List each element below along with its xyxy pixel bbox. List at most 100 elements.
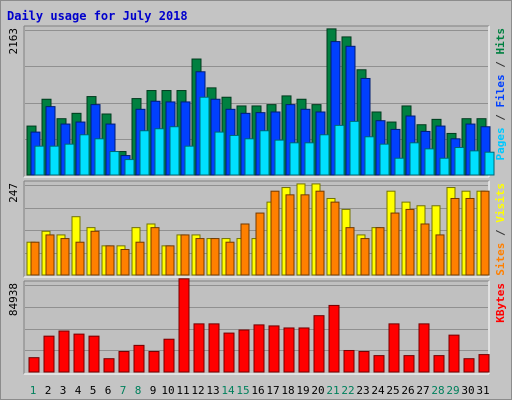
panel-kbytes: 84938 KBytes bbox=[7, 278, 507, 375]
legend-entry: Sites bbox=[494, 243, 507, 276]
bar-pages-day-18 bbox=[289, 142, 300, 176]
x-tick-label: 3 bbox=[60, 384, 67, 397]
legend-entry: / bbox=[494, 223, 507, 243]
bar-sites-day-10 bbox=[165, 245, 175, 276]
x-tick-label: 14 bbox=[221, 384, 235, 397]
x-tick-label: 6 bbox=[105, 384, 112, 397]
chart-title: Daily usage for July 2018 bbox=[7, 9, 188, 23]
bar-sites-day-29 bbox=[450, 197, 460, 276]
bar-sites-day-7 bbox=[120, 248, 130, 276]
x-tick-label: 15 bbox=[236, 384, 249, 397]
x-tick-label: 12 bbox=[191, 384, 204, 397]
bar-sites-day-14 bbox=[225, 241, 235, 276]
bar-kbytes-day-14 bbox=[223, 332, 235, 373]
bar-kbytes-day-7 bbox=[118, 351, 130, 373]
bar-pages-day-16 bbox=[259, 130, 270, 176]
x-tick-label: 13 bbox=[206, 384, 219, 397]
panel-hits-files-pages: 2163 Pages / Files / Hits bbox=[7, 25, 507, 178]
bar-kbytes-day-8 bbox=[133, 344, 145, 373]
x-tick-label: 26 bbox=[401, 384, 414, 397]
bar-sites-day-17 bbox=[270, 190, 280, 276]
bar-pages-day-11 bbox=[184, 145, 195, 176]
bar-pages-day-25 bbox=[394, 157, 405, 176]
x-tick-label: 17 bbox=[266, 384, 279, 397]
bar-kbytes-day-26 bbox=[403, 355, 415, 373]
y-max-label: 84938 bbox=[7, 283, 20, 316]
bar-pages-day-29 bbox=[454, 147, 465, 176]
bar-pages-day-19 bbox=[304, 142, 315, 176]
bar-sites-day-31 bbox=[480, 190, 490, 276]
bar-pages-day-10 bbox=[169, 126, 180, 176]
x-tick-label: 1 bbox=[30, 384, 37, 397]
bar-pages-day-17 bbox=[274, 139, 285, 176]
bar-kbytes-day-1 bbox=[28, 357, 40, 373]
bar-kbytes-day-28 bbox=[433, 355, 445, 373]
bar-sites-day-23 bbox=[360, 238, 370, 276]
series-kbytes bbox=[28, 278, 490, 373]
x-tick-label: 29 bbox=[446, 384, 459, 397]
bar-sites-day-24 bbox=[375, 227, 385, 276]
series-pages bbox=[34, 96, 495, 176]
x-tick-label: 4 bbox=[75, 384, 82, 397]
bar-kbytes-day-24 bbox=[373, 355, 385, 373]
x-tick-label: 8 bbox=[135, 384, 142, 397]
legend-entry: Pages bbox=[494, 127, 507, 160]
bar-kbytes-day-16 bbox=[253, 324, 265, 373]
x-tick-label: 10 bbox=[161, 384, 174, 397]
bar-sites-day-25 bbox=[390, 212, 400, 276]
x-tick-label: 5 bbox=[90, 384, 97, 397]
bar-pages-day-3 bbox=[64, 143, 75, 176]
bar-kbytes-day-3 bbox=[58, 330, 70, 373]
legend-entry: Files bbox=[494, 74, 507, 107]
bar-sites-day-18 bbox=[285, 194, 295, 276]
bar-kbytes-day-29 bbox=[448, 334, 460, 373]
bar-kbytes-day-17 bbox=[268, 325, 280, 373]
legend-entry: Visits bbox=[494, 183, 507, 223]
bar-pages-day-31 bbox=[484, 151, 495, 176]
bar-pages-day-28 bbox=[439, 157, 450, 176]
bar-pages-day-20 bbox=[319, 134, 330, 176]
bar-pages-day-7 bbox=[124, 159, 135, 176]
bar-sites-day-11 bbox=[180, 234, 190, 276]
bar-sites-day-13 bbox=[210, 238, 220, 276]
bar-sites-day-6 bbox=[105, 245, 115, 276]
bar-sites-day-3 bbox=[60, 238, 70, 276]
bar-pages-day-4 bbox=[79, 134, 90, 176]
x-axis-labels: 1 2 3 4 5 6 7 8 9 10 11 12 13 14 15 16 17 18 19 20 21 22 23 24 2… bbox=[30, 384, 490, 397]
bar-kbytes-day-13 bbox=[208, 323, 220, 373]
bar-pages-day-27 bbox=[424, 148, 435, 176]
bar-kbytes-day-30 bbox=[463, 358, 475, 373]
bar-pages-day-13 bbox=[214, 131, 225, 176]
x-tick-label: 7 bbox=[120, 384, 127, 397]
legend-label: KBytes bbox=[494, 283, 507, 323]
bar-kbytes-day-6 bbox=[103, 358, 115, 373]
bar-kbytes-day-2 bbox=[43, 335, 55, 373]
series-sites bbox=[30, 190, 490, 276]
bar-kbytes-day-5 bbox=[88, 335, 100, 373]
bar-kbytes-day-22 bbox=[343, 349, 355, 373]
bar-kbytes-day-31 bbox=[478, 354, 490, 373]
x-tick-label: 2 bbox=[45, 384, 52, 397]
bar-kbytes-day-11 bbox=[178, 278, 190, 373]
bar-pages-day-23 bbox=[364, 136, 375, 176]
bar-sites-day-26 bbox=[405, 208, 415, 276]
bar-sites-day-22 bbox=[345, 227, 355, 276]
bar-pages-day-2 bbox=[49, 145, 60, 176]
bar-pages-day-8 bbox=[139, 130, 150, 176]
x-tick-label: 19 bbox=[296, 384, 309, 397]
bar-sites-day-2 bbox=[45, 234, 55, 276]
x-tick-label: 22 bbox=[341, 384, 354, 397]
y-max-label: 247 bbox=[7, 183, 20, 203]
bar-sites-day-15 bbox=[240, 223, 250, 276]
bar-pages-day-14 bbox=[229, 134, 240, 176]
x-tick-label: 23 bbox=[356, 384, 369, 397]
bar-sites-day-30 bbox=[465, 197, 475, 276]
bar-sites-day-8 bbox=[135, 241, 145, 276]
bar-pages-day-5 bbox=[94, 138, 105, 176]
x-tick-label: 28 bbox=[431, 384, 444, 397]
bar-pages-day-1 bbox=[34, 145, 45, 176]
bar-pages-day-15 bbox=[244, 138, 255, 176]
bar-pages-day-9 bbox=[154, 128, 165, 176]
bar-sites-day-20 bbox=[315, 190, 325, 276]
